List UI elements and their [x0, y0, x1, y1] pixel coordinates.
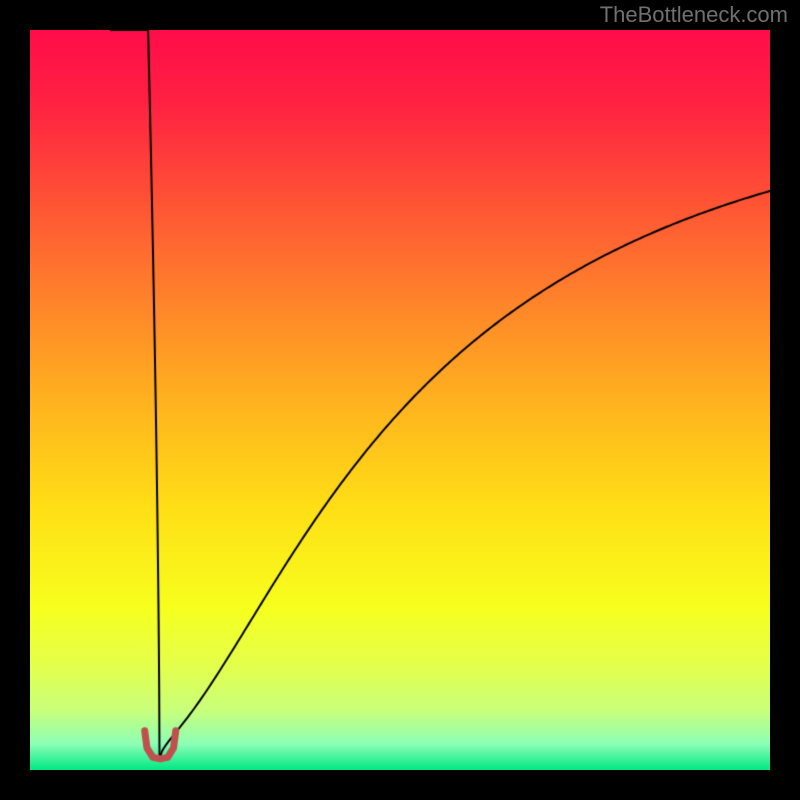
watermark-text: TheBottleneck.com: [600, 2, 788, 28]
chart-frame: TheBottleneck.com: [0, 0, 800, 800]
plot-area: [30, 30, 770, 770]
curve-layer: [30, 30, 770, 770]
